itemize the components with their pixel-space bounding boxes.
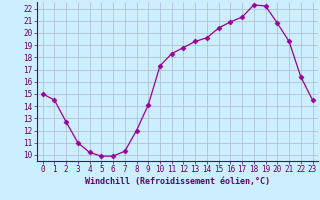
X-axis label: Windchill (Refroidissement éolien,°C): Windchill (Refroidissement éolien,°C): [85, 177, 270, 186]
